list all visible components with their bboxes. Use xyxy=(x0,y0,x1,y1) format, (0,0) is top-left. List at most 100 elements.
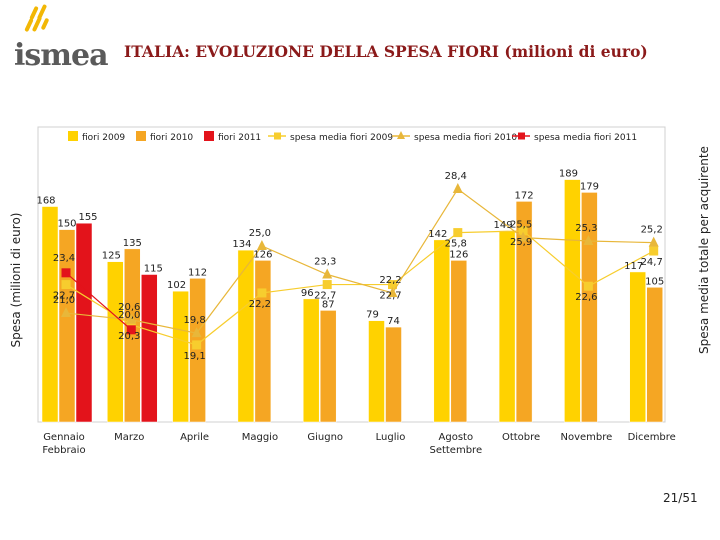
y-axis-label: Spesa (milioni di euro) xyxy=(9,213,23,348)
line-value-label: 25,3 xyxy=(575,223,597,234)
marker-square xyxy=(453,228,463,238)
line-value-label: 24,7 xyxy=(641,257,663,268)
bar-fiori-2009 xyxy=(498,230,516,423)
line-value-label: 23,3 xyxy=(314,257,336,268)
bar-fiori-2011 xyxy=(141,274,158,423)
line-value-label: 22,6 xyxy=(575,292,597,303)
x-tick-label: Aprile xyxy=(180,432,209,443)
marker-triangle xyxy=(61,307,71,318)
plot-frame xyxy=(37,126,666,423)
bar-fiori-2011 xyxy=(75,222,93,423)
legend-label: fiori 2009 xyxy=(82,133,125,143)
line-spesa-media-fiori-2010 xyxy=(65,188,654,334)
bar-fiori-2010 xyxy=(124,248,141,423)
legend-marker xyxy=(274,132,281,140)
line-value-label: 23,4 xyxy=(53,253,75,264)
line-value-label: 25,0 xyxy=(249,228,271,239)
legend-marker xyxy=(518,132,525,140)
line-value-label: 22,2 xyxy=(379,275,401,286)
x-tick-label: Gennaio Febbraio xyxy=(42,432,85,456)
line-value-label: 21,0 xyxy=(53,295,75,306)
legend-swatch xyxy=(204,131,214,141)
chart-legend: fiori 2009 fiori 2010 fiori 2011 spesa medi… xyxy=(68,131,637,143)
x-tick-label: Ottobre xyxy=(502,432,540,443)
marker-square xyxy=(583,281,593,291)
legend-marker xyxy=(397,131,405,139)
wheat-ear-icon xyxy=(24,4,49,32)
legend-swatch xyxy=(136,131,146,141)
line-value-label: 25,8 xyxy=(445,239,467,250)
line-value-label: 22,7 xyxy=(314,291,336,302)
bar-value-label: 126 xyxy=(449,249,468,260)
marker-triangle xyxy=(648,236,659,247)
bar-value-label: 96 xyxy=(301,288,314,299)
bar-value-label: 179 xyxy=(580,181,599,192)
bar-value-label: 112 xyxy=(188,267,207,278)
marker-square xyxy=(126,325,136,335)
legend-label: spesa media fiori 2010 xyxy=(414,133,517,143)
bar-fiori-2009 xyxy=(172,290,189,423)
line-value-label: 20,0 xyxy=(118,310,140,321)
logo-text: ismea xyxy=(14,38,109,73)
bar-fiori-2009 xyxy=(629,271,646,423)
bar-value-label: 115 xyxy=(144,264,163,275)
x-tick-label: Agosto Settembre xyxy=(429,432,482,456)
x-tick-label: Maggio xyxy=(242,432,278,443)
bar-value-label: 172 xyxy=(515,190,534,201)
line-value-label: 20,6 xyxy=(118,302,140,313)
line-spesa-media-fiori-2009 xyxy=(65,230,654,346)
x-tick-label: Novembre xyxy=(560,432,612,443)
line-spesa-media-fiori-2011 xyxy=(65,272,132,331)
marker-square xyxy=(126,320,136,330)
bar-value-label: 142 xyxy=(428,229,447,240)
bar-value-label: 150 xyxy=(57,219,76,230)
marker-triangle xyxy=(256,240,267,251)
bar-value-label: 102 xyxy=(167,280,186,291)
bar-value-label: 149 xyxy=(494,220,513,231)
x-tick-label: Dicembre xyxy=(628,432,676,443)
line-value-label: 25,2 xyxy=(641,225,663,236)
page-title: ITALIA: EVOLUZIONE DELLA SPESA FIORI (mi… xyxy=(124,42,648,61)
marker-triangle xyxy=(322,268,333,279)
line-value-label: 22,2 xyxy=(249,299,271,310)
x-tick-label: Luglio xyxy=(376,432,406,443)
marker-triangle xyxy=(518,231,529,242)
bar-fiori-2010 xyxy=(254,260,272,423)
line-value-label: 19,1 xyxy=(183,351,205,362)
bar-fiori-2010 xyxy=(646,287,663,423)
bar-fiori-2009 xyxy=(107,261,124,423)
page-number: 21/51 xyxy=(663,491,698,505)
bar-fiori-2010 xyxy=(515,201,533,423)
x-tick-label: Marzo xyxy=(114,432,144,443)
marker-square xyxy=(518,226,528,236)
marker-square xyxy=(649,246,659,256)
x-tick-label: Giugno xyxy=(307,432,343,443)
line-value-label: 20,3 xyxy=(118,331,140,342)
legend-label: spesa media fiori 2011 xyxy=(534,133,637,143)
bar-value-label: 134 xyxy=(232,239,251,250)
legend-label: fiori 2011 xyxy=(218,133,261,143)
bar-fiori-2009 xyxy=(237,249,255,423)
marker-triangle xyxy=(452,183,463,194)
bar-fiori-2009 xyxy=(302,298,320,423)
line-value-label: 25,5 xyxy=(510,220,532,231)
bar-fiori-2010 xyxy=(385,326,402,423)
bar-value-label: 87 xyxy=(322,299,335,310)
bar-fiori-2010 xyxy=(450,260,468,423)
marker-triangle xyxy=(191,327,202,338)
bar-fiori-2009 xyxy=(368,320,385,423)
marker-triangle xyxy=(126,313,137,324)
bar-value-label: 126 xyxy=(253,249,272,260)
bar-value-label: 105 xyxy=(645,276,664,287)
marker-square xyxy=(322,280,332,290)
marker-square xyxy=(192,340,202,350)
bar-fiori-2010 xyxy=(319,310,337,423)
line-value-label: 25,9 xyxy=(510,237,532,248)
bar-fiori-2010 xyxy=(581,192,598,423)
bar-value-label: 79 xyxy=(366,310,379,321)
bar-value-label: 135 xyxy=(123,238,142,249)
legend-swatch xyxy=(68,131,78,141)
bar-fiori-2010 xyxy=(189,278,206,423)
legend-label: fiori 2010 xyxy=(150,133,193,143)
bar-value-label: 168 xyxy=(36,196,55,207)
